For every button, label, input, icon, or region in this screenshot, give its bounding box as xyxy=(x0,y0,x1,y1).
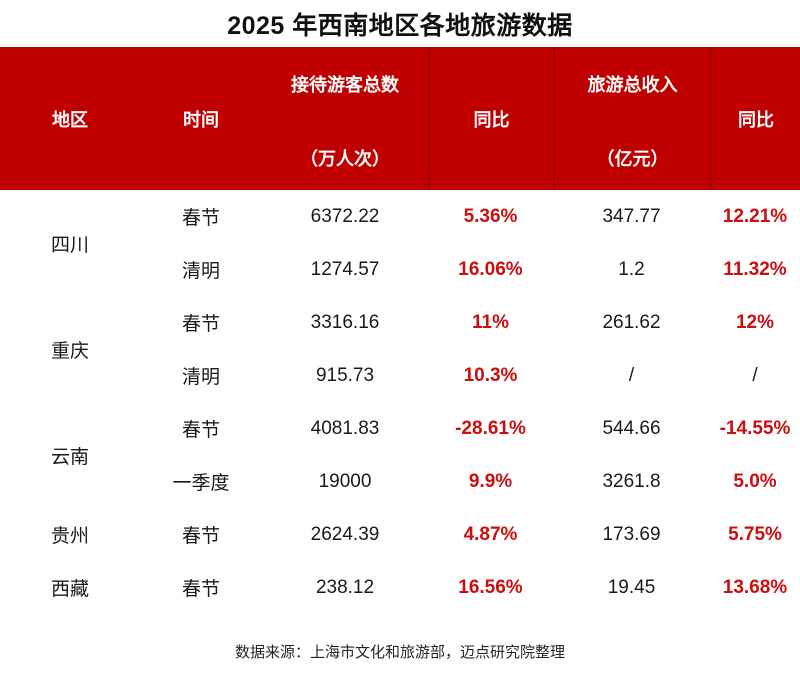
header-revenue-line2: （亿元） xyxy=(596,149,669,169)
visitors-yoy-cell: -28.61% xyxy=(455,417,526,439)
visitors-yoy-cell: 10.3% xyxy=(463,364,518,386)
header-visitors: 接待游客总数 （万人次） xyxy=(262,47,428,190)
revenue-cell: 19.45 xyxy=(607,576,656,598)
revenue-cell: 3261.8 xyxy=(602,470,661,492)
data-source-note: 数据来源：上海市文化和旅游部，迈点研究院整理 xyxy=(234,643,565,661)
region-cell-chongqing: 重庆 xyxy=(50,340,89,362)
visitors-cell: 3316.16 xyxy=(310,311,380,333)
visitors-cell: 2624.39 xyxy=(310,523,380,545)
visitors-cell: 915.73 xyxy=(315,364,375,386)
time-cell: 春节 xyxy=(181,526,220,547)
revenue-cell: 173.69 xyxy=(602,523,661,545)
revenue-cell: 544.66 xyxy=(602,417,661,439)
time-cell: 清明 xyxy=(181,261,220,282)
header-visitors-line2: （万人次） xyxy=(300,149,390,169)
revenue-cell: 347.77 xyxy=(602,205,661,227)
visitors-cell: 19000 xyxy=(318,470,372,492)
visitors-cell: 1274.57 xyxy=(310,258,380,280)
revenue-yoy-cell: / xyxy=(752,364,758,386)
revenue-yoy-cell: 11.32% xyxy=(723,258,787,280)
header-time: 时间 xyxy=(183,109,219,130)
revenue-yoy-cell: 5.75% xyxy=(728,523,782,545)
visitors-yoy-cell: 16.06% xyxy=(458,258,523,280)
visitors-yoy-cell: 16.56% xyxy=(458,576,523,598)
header-revenue: 旅游总收入 （亿元） xyxy=(553,47,710,190)
region-cell-sichuan: 四川 xyxy=(50,234,89,256)
time-cell: 春节 xyxy=(181,420,220,441)
visitors-yoy-cell: 5.36% xyxy=(463,205,518,227)
page-title: 2025 年西南地区各地旅游数据 xyxy=(227,11,573,40)
footer: 数据来源：上海市文化和旅游部，迈点研究院整理 xyxy=(0,614,800,688)
revenue-cell: 1.2 xyxy=(618,258,645,280)
visitors-cell: 4081.83 xyxy=(310,417,380,439)
revenue-yoy-cell: 12% xyxy=(735,311,775,333)
time-cell: 春节 xyxy=(181,208,220,229)
visitors-yoy-cell: 11% xyxy=(472,311,509,333)
time-cell: 春节 xyxy=(181,579,220,600)
revenue-yoy-cell: 12.21% xyxy=(722,205,788,227)
revenue-cell: 261.62 xyxy=(602,311,661,333)
revenue-cell: / xyxy=(628,364,635,386)
header-visitors-yoy: 同比 xyxy=(428,47,553,190)
visitors-cell: 6372.22 xyxy=(310,205,380,227)
region-cell-tibet: 西藏 xyxy=(50,579,89,600)
header-visitors-line1: 接待游客总数 xyxy=(291,75,399,95)
header-region: 地区 xyxy=(52,109,88,130)
visitors-yoy-cell: 9.9% xyxy=(468,470,513,492)
revenue-yoy-cell: 5.0% xyxy=(733,470,777,492)
table-body: 四川 重庆 云南 贵州 西藏 春节 6372.22 5.36% 347.77 1… xyxy=(0,190,800,614)
time-cell: 一季度 xyxy=(172,473,230,494)
time-cell: 清明 xyxy=(181,367,220,388)
revenue-yoy-cell: 13.68% xyxy=(722,576,788,598)
revenue-yoy-cell: -14.55% xyxy=(719,417,791,439)
title-bar: 2025 年西南地区各地旅游数据 xyxy=(0,0,800,47)
visitors-cell: 238.12 xyxy=(315,576,375,598)
header-revenue-yoy: 同比 xyxy=(710,47,800,190)
region-cell-guizhou: 贵州 xyxy=(50,526,89,547)
header-revenue-line1: 旅游总收入 xyxy=(587,75,678,95)
region-cell-yunnan: 云南 xyxy=(50,446,89,468)
visitors-yoy-cell: 4.87% xyxy=(463,523,518,545)
table-header-row: 地区 时间 接待游客总数 （万人次） 同比 旅游总收入 （亿元） 同比 xyxy=(0,47,800,190)
time-cell: 春节 xyxy=(181,314,220,335)
